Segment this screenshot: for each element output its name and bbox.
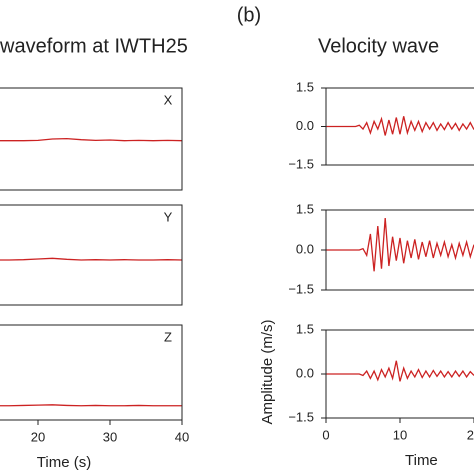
chart-title: Velocity wave: [318, 35, 439, 57]
x-tick-label: 10: [393, 427, 407, 442]
waveform: [0, 138, 183, 142]
component-label: Z: [164, 329, 172, 344]
x-axis-label: Time: [405, 452, 438, 469]
y-tick-label: 1.5: [296, 201, 314, 216]
y-tick-label: 1.5: [296, 79, 314, 94]
component-label: X: [164, 92, 173, 107]
y-tick-label: −1.5: [288, 409, 314, 424]
x-tick-label: 0: [322, 427, 329, 442]
component-label: Y: [164, 209, 173, 224]
x-tick-label: 20: [467, 427, 474, 442]
y-tick-label: 0.0: [296, 241, 314, 256]
y-axis-label: Amplitude (m/s): [259, 319, 276, 424]
y-tick-label: −1.5: [288, 156, 314, 171]
waveform: [0, 257, 183, 261]
waveform: [326, 217, 474, 272]
x-tick-label: 40: [175, 429, 189, 444]
waveform: [0, 404, 182, 407]
waveform: [326, 116, 474, 136]
y-tick-label: 1.5: [296, 321, 314, 336]
y-tick-label: −1.5: [288, 281, 314, 296]
panel-label: (b): [237, 4, 261, 26]
chart-title: waveform at IWTH25: [0, 35, 188, 57]
x-tick-label: 30: [103, 429, 117, 444]
plot-frame: [0, 87, 183, 191]
x-axis-label: Time (s): [37, 454, 91, 471]
waveform: [326, 360, 474, 382]
y-tick-label: 0.0: [296, 365, 314, 380]
plot-frame: [0, 204, 183, 306]
y-tick-label: 0.0: [296, 118, 314, 133]
x-tick-label: 20: [31, 429, 45, 444]
